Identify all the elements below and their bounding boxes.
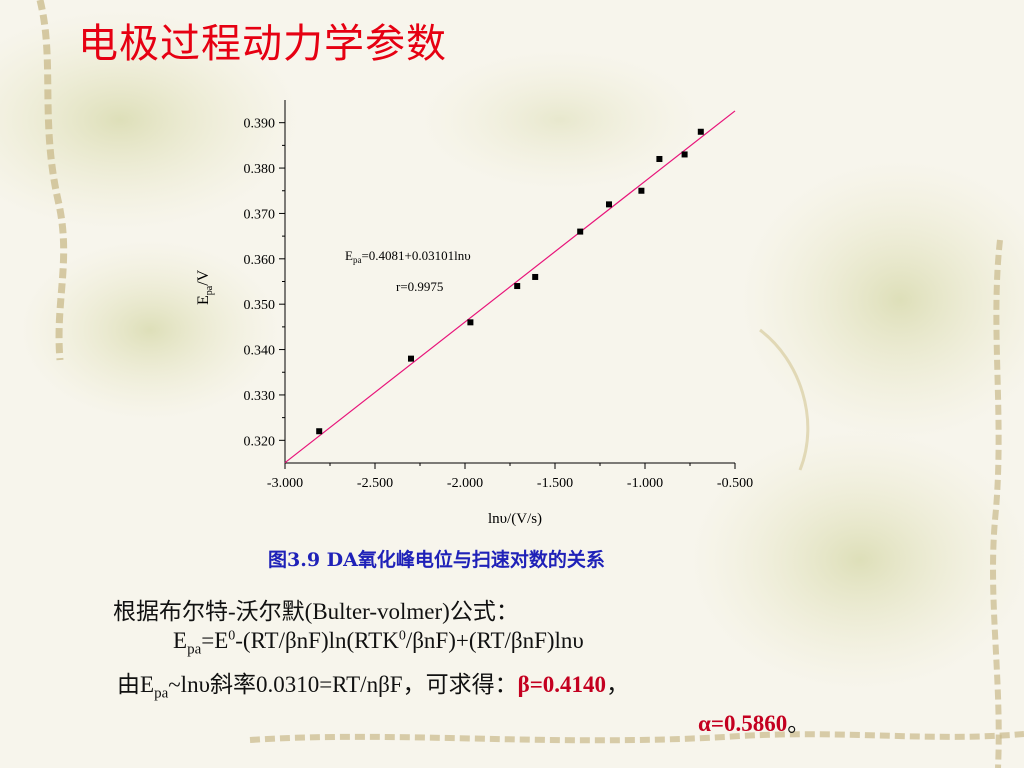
text-line-result: 由Epa~lnυ斜率0.0310=RT/nβF，可求得：β=0.4140， [117, 665, 629, 703]
data-point [467, 319, 474, 326]
correlation-annotation: r=0.9975 [396, 279, 443, 294]
x-tick-label: -1.000 [627, 476, 663, 491]
result-comma: ， [606, 672, 630, 697]
text-line-alpha: α=0.5860。 [698, 704, 810, 738]
fit-equation-pa: pa [353, 255, 362, 265]
y-tick-label: 0.370 [244, 207, 276, 222]
formula-eq: =E [201, 628, 229, 653]
data-point [681, 151, 688, 158]
data-point [514, 283, 521, 290]
scatter-chart: 0.320 0.330 0.340 0.350 0.360 0.370 0.380 0.390… [195, 100, 753, 527]
y-tick-label: 0.350 [244, 298, 276, 313]
beta-value: β=0.4140 [517, 672, 607, 697]
data-point [577, 228, 584, 235]
text-line-formula-intro: 根据布尔特-沃尔默(Bulter-volmer)公式： [113, 599, 519, 624]
data-point [408, 355, 414, 362]
y-axis-label-unit: /V [195, 269, 212, 285]
fit-line [284, 110, 736, 464]
fit-equation-annotation: Epa=0.4081+0.03101lnυ [345, 248, 471, 265]
formula-pa-subscript: pa [187, 641, 202, 658]
result-body: ~lnυ斜率0.0310=RT/nβF，可求得： [168, 672, 518, 697]
x-tick-label: -1.500 [537, 476, 573, 491]
y-tick-label: 0.340 [244, 344, 276, 359]
text-line-formula: Epa=E0-(RT/βnF)ln(RTK0/βnF)+(RT/βnF)lnυ [173, 628, 584, 659]
data-point [656, 155, 663, 162]
alpha-period: 。 [787, 711, 811, 736]
result-pa-subscript: pa [154, 685, 169, 702]
y-tick-label: 0.360 [244, 253, 276, 268]
data-point [316, 428, 323, 435]
y-axis-label-sub: pa [204, 285, 215, 295]
result-prefix: 由E [117, 672, 155, 697]
formula-zero-sup-2: 0 [398, 628, 406, 644]
x-tick-label: -2.000 [447, 476, 483, 491]
formula-zero-sup-1: 0 [228, 628, 236, 644]
data-point [606, 201, 612, 208]
x-axis-label: lnυ/(V/s) [488, 511, 542, 527]
y-tick-label: 0.330 [244, 389, 276, 404]
y-tick-label: 0.390 [244, 117, 276, 132]
x-tick-label: -0.500 [717, 476, 753, 491]
figure-caption: 图3.9 DA氧化峰电位与扫速对数的关系 [268, 549, 605, 571]
formula-end: /βnF)+(RT/βnF)lnυ [405, 628, 584, 653]
x-tick-label: -2.500 [357, 476, 393, 491]
formula-mid: -(RT/βnF)ln(RTK [235, 628, 399, 653]
data-point [532, 273, 539, 280]
data-point [697, 128, 704, 135]
x-tick-label: -3.000 [267, 476, 303, 491]
y-tick-label: 0.320 [244, 434, 276, 449]
fit-equation-rest: =0.4081+0.03101lnυ [361, 248, 470, 263]
formula-e: E [173, 628, 188, 653]
slide-title: 电极过程动力学参数 [78, 21, 447, 67]
y-axis-label-main: E [195, 295, 212, 305]
y-tick-label: 0.380 [244, 162, 276, 177]
y-axis-label: Epa/V [195, 269, 215, 305]
alpha-value: α=0.5860 [698, 711, 788, 736]
fit-equation-e: E [345, 248, 353, 263]
data-point [638, 187, 645, 194]
